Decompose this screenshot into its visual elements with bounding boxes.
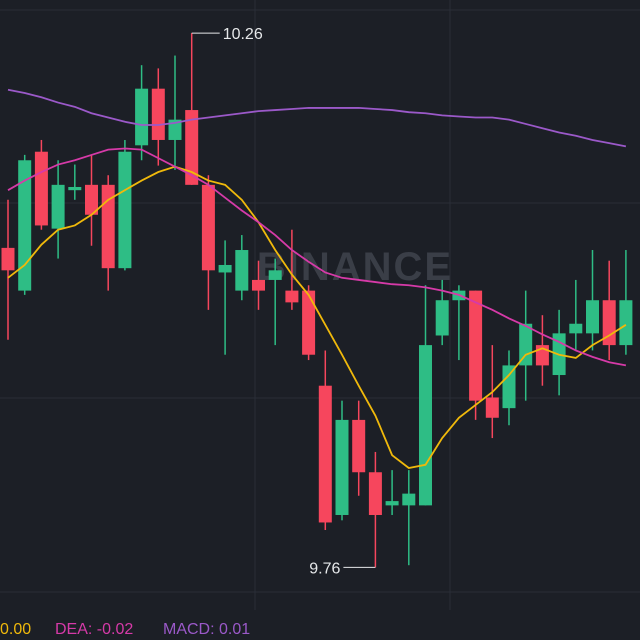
indicator-value: 0.00	[0, 621, 31, 638]
moving-average-line	[7, 165, 627, 469]
candle-body	[68, 186, 82, 191]
candle-body	[402, 493, 416, 506]
candle-body	[101, 184, 115, 269]
indicator-row: 0.00 DEA: -0.02 MACD: 0.01	[0, 621, 250, 638]
candle-body	[302, 290, 316, 355]
candle-body	[368, 472, 382, 515]
candle-body	[519, 323, 533, 366]
candle-body	[135, 88, 149, 146]
candle-body	[335, 419, 349, 515]
candle-body	[502, 365, 516, 409]
candle-body	[34, 151, 48, 226]
max-price-label: 10.26	[223, 26, 263, 43]
candle-body	[569, 323, 583, 334]
candle-body	[252, 279, 265, 291]
watermark: BINANCE	[257, 245, 453, 289]
moving-average-line	[7, 88, 627, 148]
candle-body	[586, 300, 599, 334]
candle-body	[485, 397, 499, 418]
candle-body	[51, 184, 65, 229]
moving-average-line	[7, 147, 627, 367]
overlay-lines	[7, 88, 627, 469]
indicator-value: MACD: 0.01	[163, 621, 250, 638]
candle-body	[385, 501, 399, 506]
annotations: 10.26 9.76	[191, 26, 376, 577]
candle-body	[435, 300, 449, 336]
candle-body	[18, 160, 32, 291]
candle-body	[151, 88, 165, 140]
candle-body	[1, 247, 15, 271]
candle-body	[235, 250, 249, 291]
candle-body	[268, 270, 282, 280]
candle-body	[201, 184, 215, 271]
min-price-label: 9.76	[309, 560, 340, 577]
candle-body	[85, 184, 98, 215]
candle-body	[619, 300, 633, 346]
candles	[1, 33, 633, 568]
candle-body	[168, 119, 182, 140]
indicator-value: DEA: -0.02	[55, 621, 133, 638]
candle-body	[419, 345, 432, 506]
candle-body	[285, 290, 299, 303]
candle-body	[218, 264, 232, 273]
candle-body	[185, 110, 199, 185]
candle-body	[352, 419, 366, 473]
candle-body	[118, 151, 132, 269]
candle-body	[469, 290, 483, 401]
candle-body	[318, 385, 332, 523]
